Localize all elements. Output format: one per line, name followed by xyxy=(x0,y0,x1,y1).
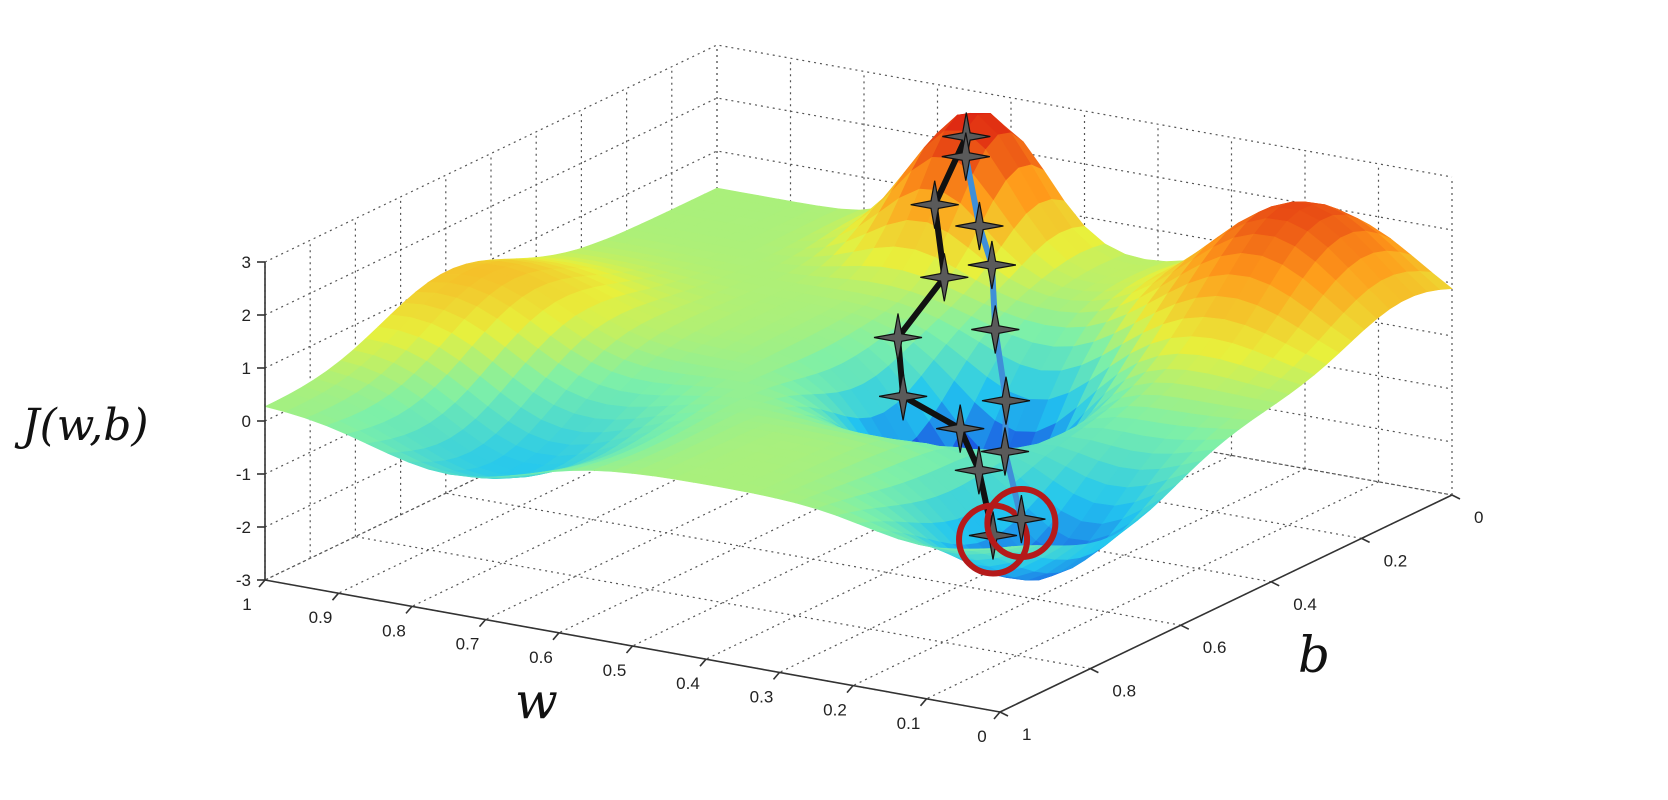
z-tick-label: -3 xyxy=(236,571,251,590)
step-marker xyxy=(936,404,985,453)
b-tick-label: 1 xyxy=(1022,725,1031,744)
step-marker xyxy=(997,494,1046,544)
w-tick-label: 0.7 xyxy=(456,635,480,654)
w-tick-label: 0.3 xyxy=(750,687,774,706)
axes: 3 2 1 0 -1 -2 -3 1 0.9 0.8 0.7 0.6 0.5 0.4 0.3 0.2 0.1 0 0… xyxy=(236,253,1484,746)
minimum-circle xyxy=(984,486,1059,561)
step-marker xyxy=(968,511,1018,560)
z-tick-label: 2 xyxy=(242,306,251,325)
w-tick-label: 0.2 xyxy=(823,701,847,720)
w-tick-label: 0.6 xyxy=(529,648,553,667)
cost-surface xyxy=(264,112,1453,581)
step-marker xyxy=(941,132,990,181)
w-tick-label: 0.1 xyxy=(897,714,921,733)
b-tick-label: 0.8 xyxy=(1112,682,1136,701)
step-marker xyxy=(873,313,923,362)
step-marker xyxy=(920,253,969,302)
z-tick-label: -2 xyxy=(236,518,251,537)
step-marker xyxy=(971,305,1020,354)
step-marker xyxy=(910,180,959,229)
w-tick-label: 0 xyxy=(977,727,986,746)
b-axis-title: b xyxy=(1298,626,1330,684)
z-tick-label: 0 xyxy=(242,412,251,431)
b-tick-label: 0.6 xyxy=(1203,638,1227,657)
z-tick-label: -1 xyxy=(236,465,251,484)
descent-paths xyxy=(873,112,1059,577)
step-marker xyxy=(955,201,1004,251)
step-marker xyxy=(878,372,928,421)
step-marker xyxy=(967,240,1017,290)
w-tick-label: 0.9 xyxy=(309,608,333,627)
w-axis-title: w xyxy=(515,672,558,730)
b-tick-label: 0.2 xyxy=(1384,551,1408,570)
w-tick-label: 0.4 xyxy=(676,674,700,693)
b-tick-label: 0.4 xyxy=(1293,595,1317,614)
z-tick-label: 1 xyxy=(242,359,251,378)
b-tick-label: 0 xyxy=(1474,508,1483,527)
step-marker xyxy=(980,427,1030,476)
z-tick-label: 3 xyxy=(242,253,251,272)
step-marker xyxy=(954,446,1004,495)
w-tick-label: 0.5 xyxy=(603,661,627,680)
z-axis-title: J(w,b) xyxy=(14,400,149,451)
step-marker xyxy=(981,376,1031,425)
w-tick-label: 0.8 xyxy=(382,621,406,640)
w-tick-label: 1 xyxy=(242,595,251,614)
